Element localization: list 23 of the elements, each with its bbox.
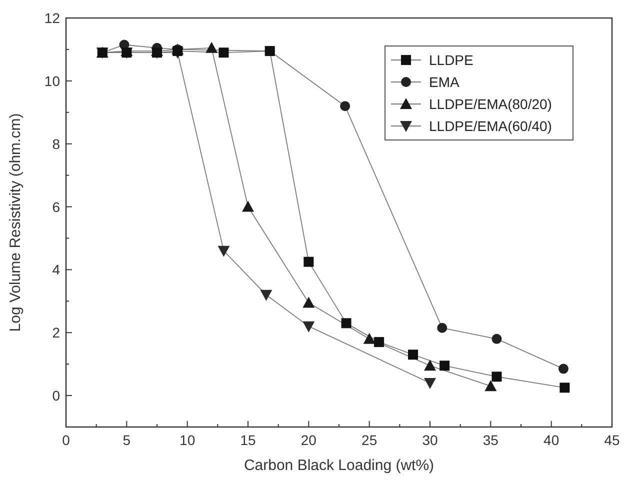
x-tick-label: 40 bbox=[544, 432, 560, 448]
x-tick-label: 45 bbox=[604, 432, 620, 448]
y-tick-label: 6 bbox=[52, 198, 60, 215]
x-tick-label: 35 bbox=[482, 432, 499, 448]
x-tick-label: 5 bbox=[122, 432, 131, 448]
y-tick-label: 0 bbox=[52, 388, 60, 404]
x-axis-title: Carbon Black Loading (wt%) bbox=[244, 457, 434, 474]
x-tick-label: 30 bbox=[422, 432, 438, 448]
legend-label: EMA bbox=[429, 74, 460, 90]
x-tick-label: 15 bbox=[240, 432, 256, 448]
y-tick-label: 10 bbox=[44, 72, 60, 89]
legend-label: LLDPE/EMA(80/20) bbox=[429, 96, 552, 112]
y-tick-label: 4 bbox=[52, 262, 60, 278]
y-tick-label: 2 bbox=[52, 324, 60, 341]
y-axis-title: Log Volume Resistivity (ohm.cm) bbox=[7, 113, 24, 332]
x-tick-label: 20 bbox=[300, 432, 317, 448]
y-tick-label: 8 bbox=[52, 136, 60, 152]
legend-label: LLDPE bbox=[429, 52, 474, 68]
x-tick-label: 10 bbox=[180, 432, 196, 448]
x-tick-label: 25 bbox=[362, 432, 378, 448]
x-tick-label: 0 bbox=[62, 432, 70, 448]
legend-label: LLDPE/EMA(60/40) bbox=[429, 118, 552, 134]
y-tick-label: 12 bbox=[44, 10, 60, 26]
